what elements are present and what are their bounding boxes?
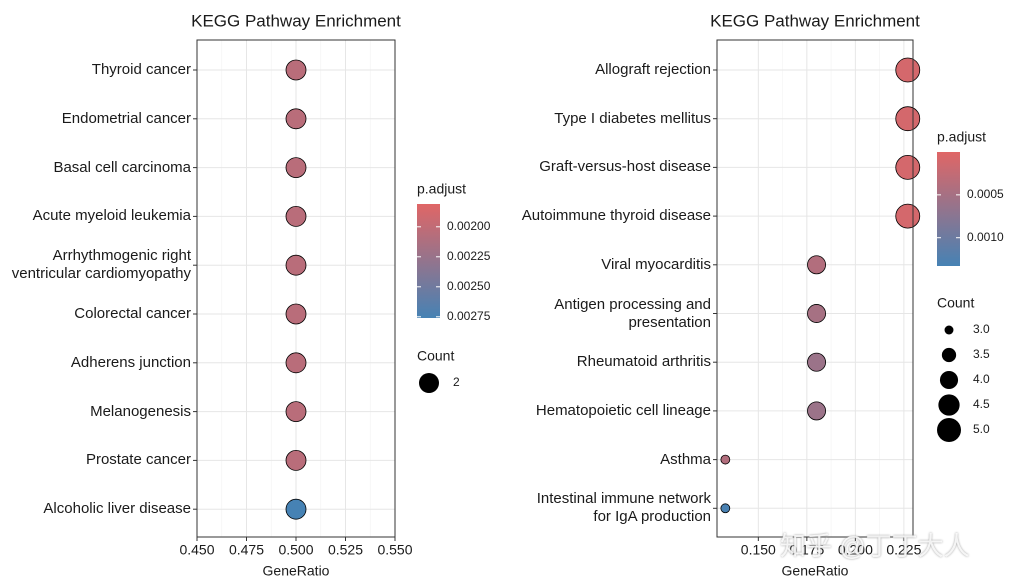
y-tick-label: Rheumatoid arthritis (576, 353, 711, 371)
x-tick-label: 0.475 (229, 542, 264, 558)
x-tick-label: 0.500 (278, 542, 313, 558)
y-tick-label: Endometrial cancer (61, 109, 191, 127)
legend-title: p.adjust (937, 129, 986, 145)
legend-title: Count (937, 295, 974, 311)
dot (807, 304, 827, 323)
dot (285, 303, 307, 325)
y-tick-label: Adherens junction (70, 353, 191, 371)
colorbar-tick-label: 0.00225 (447, 249, 491, 263)
dot (285, 59, 307, 81)
dot (285, 254, 307, 276)
y-tick-label: Basal cell carcinoma (53, 158, 191, 176)
panel-bg (717, 40, 913, 537)
x-axis-label: GeneRatio (782, 563, 849, 579)
legend-dot (937, 418, 961, 442)
y-tick-label: Hematopoietic cell lineage (535, 401, 711, 419)
colorbar (937, 152, 960, 266)
colorbar-tick-label: 0.0005 (967, 187, 1004, 201)
y-tick-label: Intestinal immune network for IgA produc… (536, 490, 711, 526)
legend-label: 5.0 (973, 422, 990, 436)
watermark: 知乎 @丁丁大人 (780, 531, 970, 561)
x-axis-label: GeneRatio (263, 563, 330, 579)
legend-dot (419, 373, 439, 393)
y-tick-label: Acute myeloid leukemia (32, 207, 191, 225)
dot (807, 401, 827, 421)
chart-title: KEGG Pathway Enrichment (191, 11, 401, 30)
legend-label: 3.5 (973, 347, 990, 361)
y-tick-label: Viral myocarditis (601, 255, 711, 273)
legend-dot (938, 394, 960, 416)
y-tick-label: Autoimmune thyroid disease (521, 207, 711, 225)
y-tick-label: Type I diabetes mellitus (554, 109, 711, 127)
y-tick-label: Asthma (660, 450, 711, 468)
dot (895, 106, 921, 132)
legend-title: Count (417, 348, 454, 364)
dot (807, 352, 827, 372)
dot (285, 108, 307, 130)
dot (285, 401, 307, 423)
panel-border (716, 39, 914, 538)
dot (895, 203, 921, 229)
dot (285, 352, 307, 374)
colorbar-tick-label: 0.00200 (447, 219, 491, 233)
y-tick-label: Arrhythmogenic right ventricular cardiom… (11, 247, 191, 283)
legend-label: 4.0 (973, 372, 990, 386)
x-tick-label: 0.200 (838, 542, 873, 558)
dot (285, 157, 307, 179)
colorbar (417, 204, 440, 318)
y-tick-label: Allograft rejection (595, 61, 711, 78)
dot (285, 498, 307, 520)
x-tick-label: 0.550 (377, 542, 412, 558)
y-tick-label: Prostate cancer (85, 451, 191, 469)
chart-title: KEGG Pathway Enrichment (710, 11, 920, 30)
legend-label: 3.0 (973, 322, 990, 336)
y-tick-label: Thyroid cancer (91, 61, 191, 78)
colorbar-tick-label: 0.0010 (967, 230, 1004, 244)
legend-dot (939, 370, 959, 390)
legend-label: 2 (453, 375, 460, 389)
legend-dot (944, 325, 954, 335)
dot (720, 503, 731, 514)
y-tick-label: Antigen processing and presentation (554, 295, 711, 331)
dot (895, 57, 921, 83)
y-tick-label: Melanogenesis (90, 402, 191, 420)
legend-dot (941, 347, 957, 363)
dot (285, 205, 307, 227)
colorbar-tick-label: 0.00275 (447, 309, 491, 323)
y-tick-label: Graft-versus-host disease (539, 158, 711, 176)
dot (807, 255, 827, 275)
dot (285, 449, 307, 471)
legend-label: 4.5 (973, 397, 990, 411)
x-tick-label: 0.525 (328, 542, 363, 558)
x-tick-label: 0.225 (886, 542, 921, 558)
colorbar-tick-label: 0.00250 (447, 279, 491, 293)
x-tick-label: 0.450 (179, 542, 214, 558)
y-tick-label: Colorectal cancer (74, 305, 191, 322)
x-tick-label: 0.150 (741, 542, 776, 558)
x-tick-label: 0.175 (789, 542, 824, 558)
dot (895, 154, 921, 180)
panel-border (196, 39, 396, 538)
legend-title: p.adjust (417, 181, 466, 197)
dot (720, 454, 731, 465)
y-tick-label: Alcoholic liver disease (43, 500, 191, 518)
